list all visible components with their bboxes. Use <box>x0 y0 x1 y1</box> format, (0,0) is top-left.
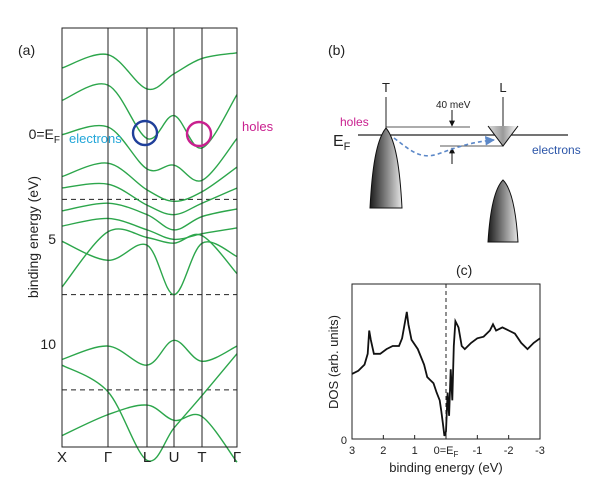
hole-pocket-circle <box>185 120 213 148</box>
holes-annotation: holes <box>242 119 274 134</box>
dos-x-tick-label-4: -1 <box>472 445 482 457</box>
kpoint-Gamma-1: Γ <box>104 449 112 466</box>
kpoint-U: U <box>169 449 180 466</box>
band-line-7 <box>61 217 238 241</box>
dos-x-tick-label-1: 2 <box>380 445 386 457</box>
y-tick-0: 0=EF <box>29 126 60 146</box>
dos-x-tick-label-2: 1 <box>412 445 418 457</box>
conduction-cone-L <box>487 125 519 147</box>
hole-band-T <box>369 127 403 209</box>
y-tick-10-label: 10 <box>40 336 56 352</box>
point-L-label: L <box>499 80 506 95</box>
dos-x-tick-label-6: -3 <box>535 445 545 457</box>
kpoint-Gamma-2: Γ <box>233 449 241 466</box>
dos-x-tick-label-3: 0=EF <box>434 445 459 459</box>
dos-curve <box>351 311 541 437</box>
electron-pocket-circle <box>131 119 159 147</box>
dos-y-tick-zero: 0 <box>341 435 347 447</box>
dos-x-tick-label-0: 3 <box>349 445 355 457</box>
carrier-transfer-arrow <box>393 135 495 157</box>
band-line-10 <box>61 339 238 366</box>
kpoint-T: T <box>197 449 206 466</box>
energy-gridlines <box>62 198 237 391</box>
panel-a-label: (a) <box>18 42 35 58</box>
y-tick-0-label: 0=EF <box>29 126 60 146</box>
band-line-12 <box>61 404 238 463</box>
panel-c: (c) 3 2 1 0=EF -1 -2 -3 0 DOS (arb. units) bin… <box>326 262 545 475</box>
band-line-11 <box>61 353 238 462</box>
electrons-label: electrons <box>532 143 581 157</box>
panel-a: (a) binding energy (eV) 0=EF 5 10 X Γ L … <box>18 27 274 466</box>
band-line-1 <box>61 52 238 91</box>
band-frame <box>61 27 238 448</box>
panel-b-label: (b) <box>328 42 345 58</box>
dos-x-tick-label-5: -2 <box>504 445 514 457</box>
band-line-3 <box>61 124 238 182</box>
band-axes-frame <box>61 27 238 448</box>
panel-a-ylabel: binding energy (eV) <box>25 176 41 298</box>
band-line-8 <box>61 228 238 288</box>
kpoint-L: L <box>143 449 151 466</box>
band-line-4 <box>61 162 238 203</box>
fermi-level-label: EF <box>333 133 351 153</box>
holes-label: holes <box>340 115 369 129</box>
band-structure <box>61 52 238 463</box>
band-line-5 <box>61 182 238 216</box>
dos-x-ticks: 3 2 1 0=EF -1 -2 -3 <box>349 435 545 459</box>
dos-ylabel: DOS (arb. units) <box>326 315 341 409</box>
y-tick-5-label: 5 <box>48 231 56 247</box>
dos-xlabel: binding energy (eV) <box>389 460 502 475</box>
valence-band-L <box>487 179 519 243</box>
panel-b: (b) T L EF 40 meV holes electrons <box>328 42 581 243</box>
electrons-annotation: electrons <box>69 131 122 146</box>
gap-label: 40 meV <box>436 100 471 111</box>
band-line-9 <box>61 240 238 296</box>
point-T-label: T <box>382 80 390 95</box>
panel-c-label: (c) <box>456 262 472 278</box>
band-line-6 <box>61 202 238 231</box>
kpoint-X: X <box>57 449 67 466</box>
